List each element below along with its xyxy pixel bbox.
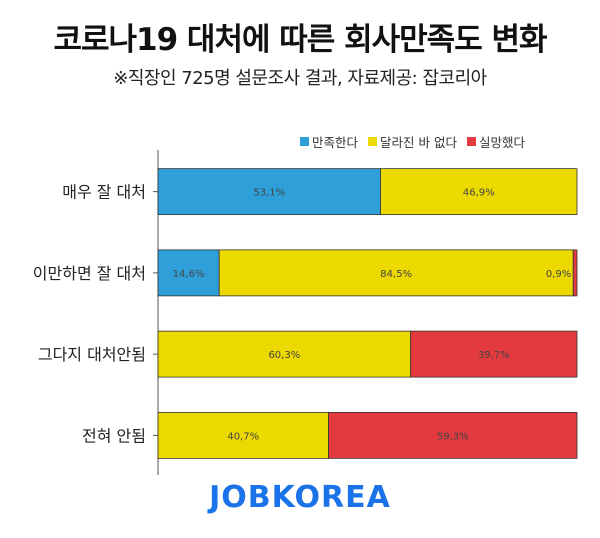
data-label: 60,3%: [268, 350, 300, 361]
data-label: 46,9%: [463, 188, 495, 199]
legend-item-satisfied: 만족한다: [300, 132, 358, 151]
data-label: 84,5%: [380, 269, 412, 280]
data-label: 53,1%: [253, 188, 285, 199]
data-label: 0,9%: [546, 269, 571, 280]
bar-segment: [218, 249, 574, 297]
bar-segment: [380, 168, 578, 216]
bar-segment: [157, 249, 220, 297]
bar-segment: [157, 330, 412, 378]
category-label: 이만하면 잘 대처: [33, 264, 146, 283]
bar-segment: [157, 411, 329, 459]
bar-segment: [410, 330, 578, 378]
legend-swatch-satisfied: [300, 137, 309, 146]
legend-swatch-disappointed: [466, 137, 476, 146]
legend-item-disappointed: 실망했다: [466, 132, 525, 151]
data-label: 40,7%: [227, 431, 259, 442]
bar-segment: [157, 168, 381, 216]
bar-segment: [572, 249, 578, 297]
data-label: 39,7%: [478, 350, 510, 361]
category-label: 그다지 대처안됨: [38, 345, 146, 364]
data-label: 14,6%: [173, 269, 205, 280]
category-label: 전혀 안됨: [82, 426, 146, 445]
chart-subtitle: ※직장인 725명 설문조사 결과, 자료제공: 잡코리아: [113, 68, 487, 89]
legend-item-no-change: 달라진 바 없다: [368, 132, 457, 151]
data-label: 59,3%: [437, 431, 469, 442]
category-label: 매우 잘 대처: [62, 183, 146, 202]
jobkorea-logo: JOBKOREA: [209, 480, 391, 515]
bar-segment: [328, 411, 578, 459]
legend: 만족한다 달라진 바 없다 실망했다: [300, 132, 580, 151]
legend-label-disappointed: 실망했다: [478, 135, 525, 150]
legend-label-no-change: 달라진 바 없다: [380, 135, 457, 150]
legend-swatch-no-change: [368, 137, 378, 146]
chart-title: 코로나19 대처에 따른 회사만족도 변화: [53, 22, 547, 58]
legend-label-satisfied: 만족한다: [312, 135, 359, 150]
